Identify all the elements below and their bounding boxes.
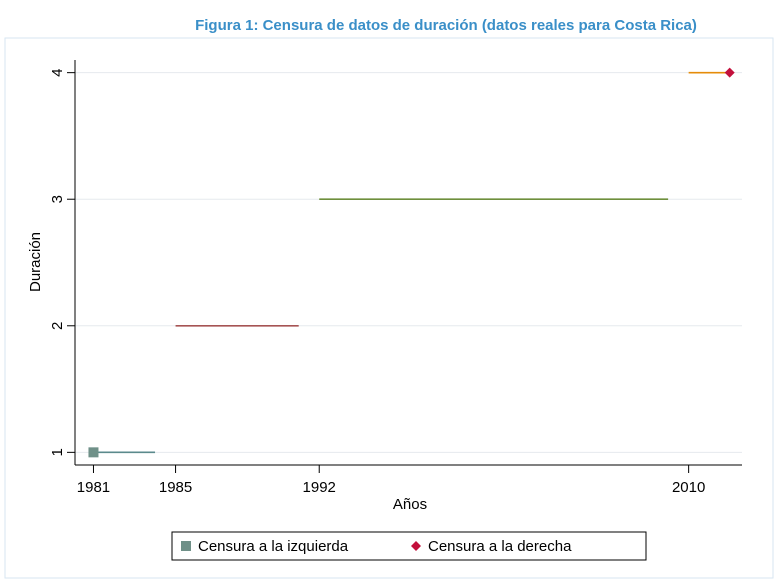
y-tick-label: 1 [49, 448, 66, 456]
x-tick-label: 1992 [303, 479, 336, 496]
x-axis-label: Años [393, 496, 427, 513]
y-tick-label: 3 [49, 195, 66, 203]
chart-frame [4, 37, 774, 579]
legend-box [171, 531, 647, 561]
chart-title: Figura 1: Censura de datos de duración (… [195, 17, 697, 34]
legend-label: Censura a la izquierda [198, 538, 349, 555]
censor-marker [88, 447, 99, 458]
legend-swatch [411, 541, 421, 551]
legend-swatch [181, 541, 191, 551]
x-tick-label: 1985 [159, 479, 192, 496]
x-tick-label: 1981 [77, 479, 110, 496]
y-axis-label: Duración [27, 232, 44, 292]
y-tick-label: 4 [49, 68, 66, 76]
legend-label: Censura a la derecha [428, 538, 572, 555]
x-tick-label: 2010 [672, 479, 705, 496]
y-tick-label: 2 [49, 322, 66, 330]
censor-marker [724, 67, 735, 78]
